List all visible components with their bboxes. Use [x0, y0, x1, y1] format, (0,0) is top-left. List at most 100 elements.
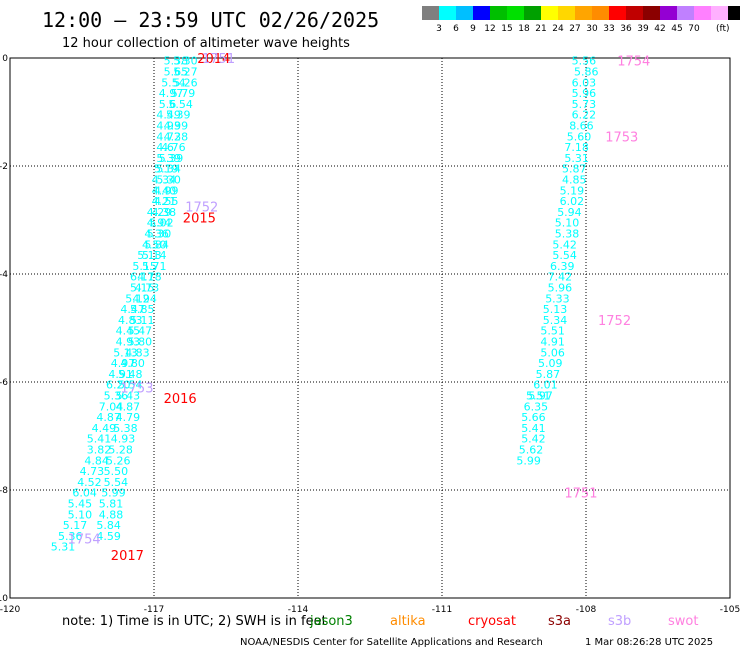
wave-height-label: 5.41 [87, 433, 112, 446]
credit-text: NOAA/NESDIS Center for Satellite Applica… [240, 637, 543, 648]
time-label: 2015 [183, 211, 216, 226]
wave-height-label: 5.38 [164, 55, 189, 68]
wave-height-label: 5.14 [142, 249, 167, 262]
wave-height-label: 7.42 [548, 271, 573, 284]
wave-height-label: 5.6 [159, 98, 177, 111]
wave-height-label: 5.19 [560, 184, 585, 197]
wave-height-label: 4.36 [144, 228, 169, 241]
timestamp-text: 1 Mar 08:26:28 UTC 2025 [585, 637, 713, 648]
x-tick-labels: -120 -117 -114 -111 -108 -105 [0, 605, 740, 615]
wave-height-label: 4.34 [152, 174, 177, 187]
time-label: 2016 [164, 392, 197, 407]
wave-height-label: 4.38 [152, 206, 177, 219]
wave-height-label: 5.97 [528, 390, 553, 403]
color-swatch [677, 6, 694, 20]
wave-height-label: 4.38 [164, 130, 189, 143]
x-tick-label: -117 [144, 605, 164, 615]
time-label: 2014 [197, 52, 230, 67]
time-label: 1753 [120, 381, 153, 396]
wave-height-label: 5.39 [156, 152, 181, 165]
wave-height-label: 5.39 [166, 109, 191, 122]
wave-height-label: 5.73 [572, 98, 597, 111]
wave-height-label: 5.38 [113, 422, 138, 435]
wave-height-label: 5.34 [156, 163, 181, 176]
wave-height-label: 4.40 [152, 184, 177, 197]
wave-height-label: 5.43 [116, 390, 141, 403]
page-subtitle: 12 hour collection of altimeter wave hei… [62, 36, 350, 51]
wave-height-label: 5.87 [562, 163, 587, 176]
time-label: 1752 [185, 201, 218, 216]
grid-lines [10, 58, 730, 598]
wave-height-points: 5.385.655.544.975.64.494.934.724.65.395.… [51, 55, 599, 554]
color-scale-label: 12 [484, 24, 495, 34]
x-tick-label: -114 [288, 605, 309, 615]
wave-height-label: 5.13 [137, 249, 162, 262]
wave-height-label: 5.38 [555, 228, 580, 241]
wave-height-label: 5.09 [538, 357, 563, 370]
wave-height-label: 5.31 [564, 152, 589, 165]
wave-height-label: 6.35 [524, 400, 549, 413]
color-swatch [728, 6, 740, 20]
color-scale: 3 6 9 12 15 18 21 24 27 30 33 36 39 42 45 70 (ft) [422, 6, 740, 34]
satellite-legend-item: s3b [608, 614, 631, 629]
wave-height-label: 5.56 [572, 55, 597, 68]
wave-height-label: 3.82 [87, 444, 112, 457]
time-label: 1753 [605, 130, 638, 145]
wave-height-label: 5.30 [147, 228, 172, 241]
wave-height-label: 5.02 [149, 217, 174, 230]
wave-height-label: 4.83 [118, 314, 143, 327]
color-swatch [490, 6, 507, 20]
wave-height-label: 5.30 [156, 174, 181, 187]
wave-height-label: 4.76 [161, 141, 186, 154]
satellite-legend-item: altika [390, 614, 426, 629]
x-tick-label: -111 [432, 605, 452, 615]
y-tick-label: -6 [0, 378, 8, 388]
wave-height-label: 5.39 [159, 152, 184, 165]
color-swatch [507, 6, 524, 20]
wave-height-label: 5.28 [108, 444, 132, 457]
wave-height-label: 6.04 [72, 487, 97, 500]
note-text: note: 1) Time is in UTC; 2) SWH is in fe… [62, 614, 327, 629]
wave-height-label: 4.91 [540, 336, 565, 349]
time-label: 2017 [111, 549, 144, 564]
y-tick-label: -4 [0, 270, 8, 280]
color-swatch [422, 6, 439, 20]
y-tick-label: 0 [2, 54, 8, 64]
wave-height-label: 4.29 [147, 206, 172, 219]
wave-height-label: 7.18 [564, 141, 589, 154]
color-swatch [711, 6, 728, 20]
wave-height-label: 4.49 [156, 109, 181, 122]
wave-height-label: 8.66 [569, 120, 594, 133]
wave-height-label: 5.45 [68, 498, 93, 511]
wave-height-label: 4.50 [142, 238, 167, 251]
wave-height-label: 4.6 [156, 141, 174, 154]
x-tick-label: -105 [720, 605, 740, 615]
wave-height-label: 4.97 [111, 357, 136, 370]
wave-height-label: 5.65 [164, 66, 189, 79]
wave-height-label: 5.54 [161, 76, 186, 89]
wave-height-label: 5.19 [154, 163, 179, 176]
wave-height-label: 5.06 [540, 346, 565, 359]
map-frame [9, 57, 731, 599]
wave-height-label: 6.20 [106, 379, 131, 392]
wave-height-label: 5.96 [548, 282, 573, 295]
y-tick-labels: 0 -2 -4 -6 -8 -10 [0, 54, 8, 604]
wave-height-label: 5.47 [128, 325, 153, 338]
color-scale-label: 6 [453, 24, 459, 34]
wave-height-label: 4.97 [159, 87, 184, 100]
wave-height-label: 5.12 [125, 292, 150, 305]
time-label: 1751 [564, 487, 597, 502]
color-scale-label: 33 [603, 24, 614, 34]
satellite-legend: jason3 altika cryosat s3a s3b swot [309, 614, 698, 629]
wave-height-label: 5.99 [101, 487, 126, 500]
wave-height-label: 4.87 [96, 411, 121, 424]
wave-height-label: 6.01 [533, 379, 558, 392]
wave-height-label: 4.87 [116, 400, 141, 413]
color-swatch [660, 6, 677, 20]
wave-height-label: 5.31 [51, 541, 76, 554]
wave-height-label: 6.02 [560, 195, 585, 208]
page-title: 12:00 – 23:59 UTC 02/26/2025 [42, 8, 379, 32]
time-label: 1751 [202, 52, 235, 67]
color-scale-label: 45 [671, 24, 682, 34]
wave-height-label: 6.39 [550, 260, 575, 273]
